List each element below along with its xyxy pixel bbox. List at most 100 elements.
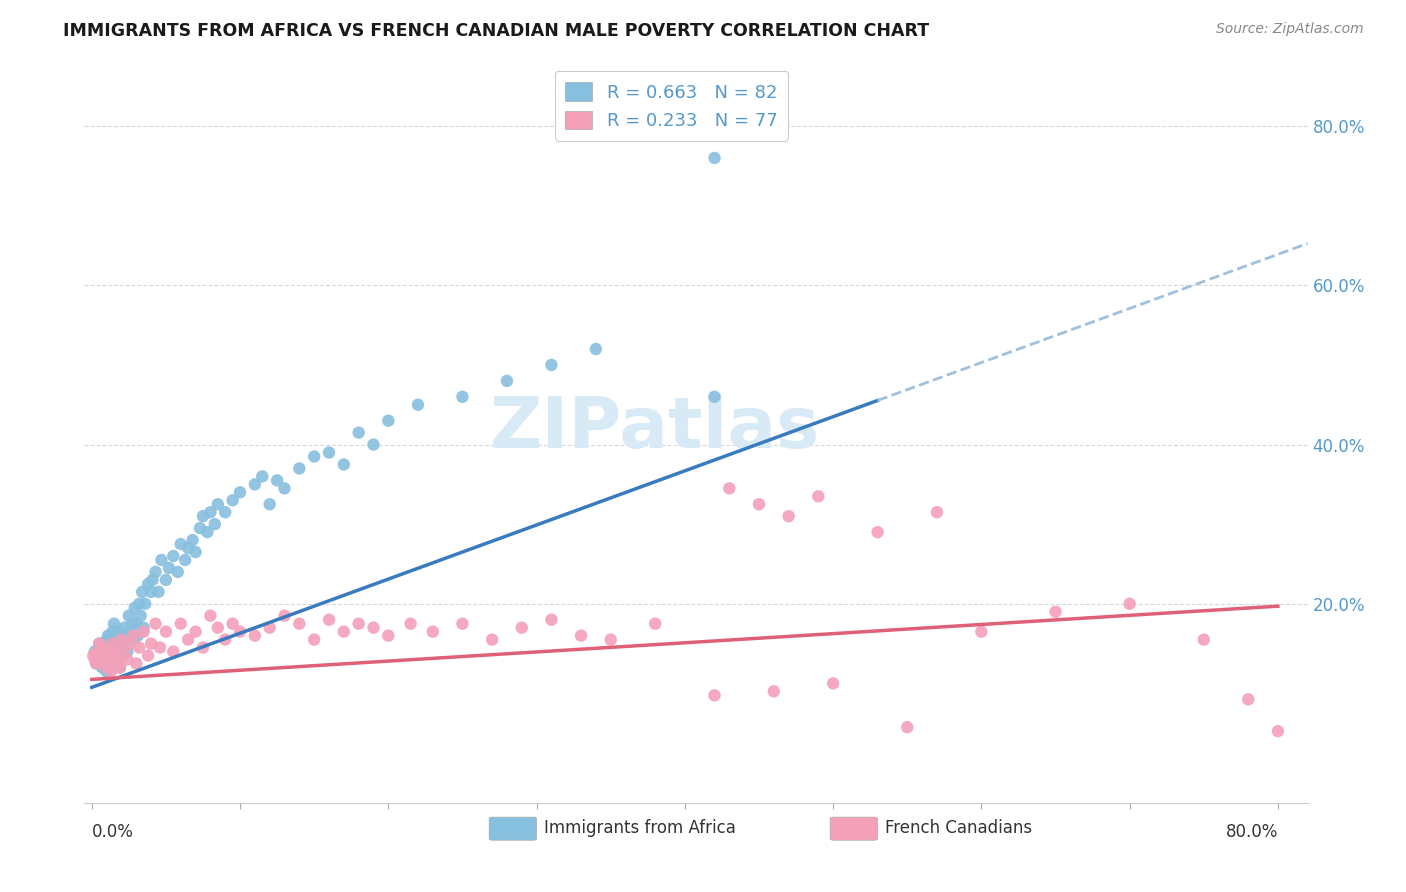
Point <box>363 437 385 451</box>
Point <box>129 608 152 623</box>
Point <box>200 608 222 623</box>
Point <box>86 644 108 658</box>
Point <box>118 608 141 623</box>
Point <box>333 458 356 472</box>
Point <box>302 632 325 647</box>
Point <box>207 497 229 511</box>
Point <box>120 637 142 651</box>
Point <box>100 660 122 674</box>
Point <box>184 545 207 559</box>
Point <box>184 624 207 639</box>
Point <box>89 637 111 651</box>
Point <box>101 637 124 651</box>
Point <box>91 660 114 674</box>
Point <box>115 632 138 647</box>
Point <box>1045 605 1067 619</box>
Point <box>120 624 142 639</box>
Point <box>162 644 184 658</box>
Point <box>107 652 129 666</box>
Point <box>363 621 385 635</box>
Point <box>117 652 139 666</box>
Point <box>103 616 125 631</box>
Point <box>132 621 155 635</box>
Point <box>108 660 131 674</box>
Point <box>540 358 562 372</box>
Point <box>111 637 134 651</box>
Point <box>101 624 124 639</box>
Point <box>89 637 111 651</box>
Point <box>111 648 134 663</box>
Point <box>229 485 252 500</box>
Point <box>136 577 159 591</box>
Point <box>97 644 120 658</box>
Point <box>333 624 356 639</box>
Legend: R = 0.663   N = 82, R = 0.233   N = 77: R = 0.663 N = 82, R = 0.233 N = 77 <box>554 71 789 141</box>
Point <box>128 597 150 611</box>
Point <box>200 505 222 519</box>
Point <box>105 640 128 655</box>
Point <box>273 608 295 623</box>
Point <box>94 648 117 663</box>
Point <box>107 624 129 639</box>
Point <box>1192 632 1215 647</box>
Point <box>90 652 112 666</box>
Point <box>125 657 148 671</box>
Point <box>1237 692 1260 706</box>
Point <box>259 621 281 635</box>
Point <box>302 450 325 464</box>
Point <box>1267 724 1289 739</box>
Point <box>136 648 159 663</box>
Point <box>191 640 214 655</box>
Point <box>288 461 311 475</box>
Point <box>229 624 252 639</box>
Point <box>703 390 725 404</box>
Point <box>96 665 118 679</box>
Point <box>925 505 948 519</box>
Point <box>174 553 197 567</box>
Point <box>347 425 370 440</box>
Point <box>148 584 170 599</box>
Point <box>127 629 149 643</box>
Point <box>104 632 127 647</box>
Point <box>585 342 607 356</box>
Point <box>117 644 139 658</box>
Point <box>107 640 129 655</box>
Point <box>243 477 266 491</box>
Point <box>377 629 399 643</box>
Point <box>718 481 741 495</box>
FancyBboxPatch shape <box>489 817 537 840</box>
Text: IMMIGRANTS FROM AFRICA VS FRENCH CANADIAN MALE POVERTY CORRELATION CHART: IMMIGRANTS FROM AFRICA VS FRENCH CANADIA… <box>63 22 929 40</box>
Point <box>748 497 770 511</box>
Point <box>142 573 165 587</box>
Point <box>703 689 725 703</box>
Point <box>451 390 474 404</box>
Point <box>191 509 214 524</box>
Point <box>132 624 155 639</box>
Text: ZIPatlas: ZIPatlas <box>491 394 820 463</box>
Point <box>84 657 107 671</box>
Point <box>82 648 104 663</box>
Point <box>162 549 184 563</box>
Point <box>177 632 200 647</box>
Point <box>599 632 621 647</box>
Point <box>181 533 204 547</box>
Point <box>108 660 131 674</box>
Point <box>288 616 311 631</box>
Point <box>896 720 918 734</box>
Point <box>96 632 118 647</box>
Text: French Canadians: French Canadians <box>884 819 1032 838</box>
Point <box>90 652 112 666</box>
Point <box>100 652 122 666</box>
Point <box>145 616 167 631</box>
Point <box>93 640 115 655</box>
Point <box>318 445 340 459</box>
Point <box>105 652 128 666</box>
Point <box>100 665 122 679</box>
Point <box>96 660 118 674</box>
Point <box>778 509 800 524</box>
Point <box>125 616 148 631</box>
Point <box>110 629 132 643</box>
Point <box>103 644 125 658</box>
Point <box>155 573 177 587</box>
Point <box>166 565 188 579</box>
